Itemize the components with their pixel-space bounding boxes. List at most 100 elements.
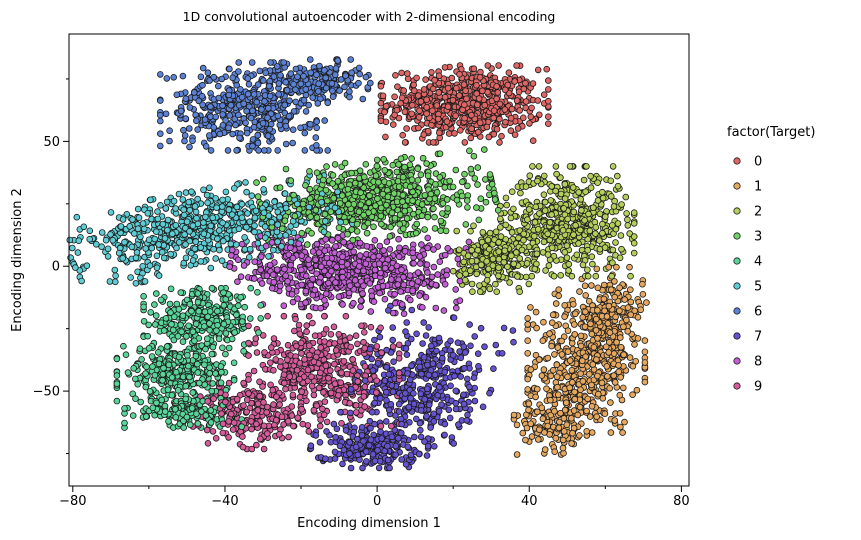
data-point	[362, 161, 370, 168]
data-point	[286, 97, 293, 104]
data-point	[327, 330, 335, 338]
data-point	[541, 198, 549, 206]
data-point	[303, 328, 310, 336]
data-point	[299, 420, 307, 428]
data-point	[179, 72, 187, 80]
data-point	[630, 249, 638, 257]
data-point	[204, 69, 212, 76]
data-point	[207, 147, 215, 154]
data-point	[442, 227, 450, 235]
data-point	[581, 282, 589, 290]
data-point	[544, 422, 551, 430]
data-point	[153, 252, 161, 260]
data-point	[449, 351, 457, 359]
data-point	[230, 419, 238, 427]
data-point	[317, 304, 325, 312]
data-point	[432, 304, 440, 312]
data-point	[423, 160, 430, 167]
data-point	[502, 194, 510, 202]
data-point	[461, 139, 469, 146]
data-point	[594, 284, 602, 292]
data-point	[329, 172, 337, 179]
data-point	[570, 321, 578, 328]
data-point	[424, 213, 432, 221]
data-point	[634, 335, 642, 342]
data-point	[206, 370, 214, 377]
data-point	[470, 152, 478, 160]
data-point	[245, 339, 252, 347]
data-point	[570, 208, 578, 216]
data-point	[206, 184, 213, 192]
data-point	[215, 82, 222, 90]
data-point	[452, 286, 460, 293]
data-point	[408, 306, 416, 314]
data-point	[267, 59, 274, 66]
data-point	[254, 193, 262, 200]
data-point	[606, 384, 613, 392]
data-point	[422, 76, 429, 83]
data-point	[508, 105, 516, 113]
data-point	[346, 334, 354, 342]
data-point	[217, 379, 225, 387]
data-point	[558, 337, 565, 345]
data-point	[307, 69, 315, 76]
data-point	[356, 252, 364, 259]
data-point	[188, 188, 195, 196]
data-point	[423, 452, 431, 459]
data-point	[565, 267, 572, 274]
data-point	[157, 296, 165, 304]
data-point	[285, 433, 292, 441]
data-point	[406, 272, 414, 279]
data-point	[166, 127, 173, 134]
data-point	[492, 341, 500, 349]
data-point	[109, 237, 117, 244]
data-point	[395, 341, 403, 349]
data-point	[466, 147, 473, 155]
data-point	[350, 299, 357, 307]
data-point	[576, 288, 583, 295]
data-point	[630, 220, 638, 227]
data-point	[282, 232, 290, 239]
data-point	[461, 170, 468, 178]
data-point	[451, 130, 458, 137]
data-point	[242, 179, 249, 186]
data-point	[209, 380, 217, 387]
data-point	[352, 402, 360, 409]
data-point	[467, 165, 475, 173]
data-point	[495, 272, 502, 280]
data-point	[347, 56, 355, 63]
data-point	[543, 385, 550, 393]
data-point	[244, 210, 251, 217]
data-point	[397, 155, 405, 163]
data-point	[233, 395, 241, 403]
data-point	[396, 244, 403, 252]
data-point	[263, 430, 271, 437]
data-point	[375, 464, 383, 472]
data-point	[544, 120, 552, 127]
data-point	[461, 364, 468, 372]
data-point	[456, 127, 464, 134]
data-point	[353, 228, 361, 235]
data-point	[428, 273, 436, 281]
data-point	[607, 429, 615, 436]
data-point	[233, 147, 240, 154]
data-point	[287, 70, 295, 77]
data-point	[453, 227, 461, 235]
data-point	[251, 275, 258, 282]
data-point	[437, 227, 445, 235]
data-point	[158, 248, 166, 256]
data-point	[546, 330, 553, 337]
data-point	[538, 372, 546, 379]
data-point	[540, 238, 548, 246]
data-point	[566, 163, 574, 170]
data-point	[229, 426, 237, 433]
data-point	[555, 286, 562, 294]
data-point	[447, 337, 454, 345]
data-point	[424, 234, 432, 242]
data-point	[489, 255, 497, 263]
data-point	[529, 137, 537, 145]
data-point	[143, 413, 150, 420]
data-point	[360, 328, 368, 336]
data-point	[432, 281, 440, 289]
data-point	[237, 273, 245, 281]
